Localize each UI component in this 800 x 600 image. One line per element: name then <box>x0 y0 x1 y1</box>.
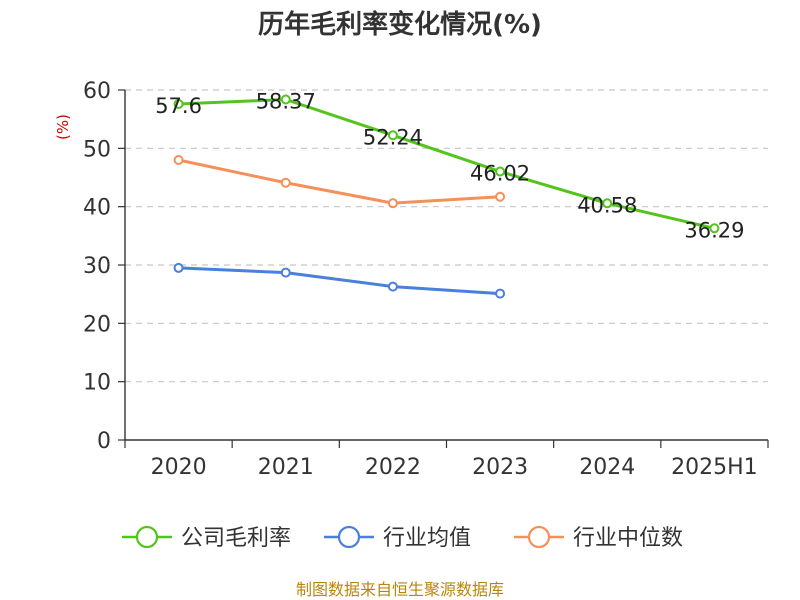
data-point[interactable] <box>495 288 506 299</box>
x-tick-label: 2024 <box>579 455 635 480</box>
x-tick-label: 2023 <box>472 455 528 480</box>
data-point[interactable] <box>387 281 398 292</box>
series-line-0 <box>178 98 715 230</box>
source-footnote: 制图数据来自恒生聚源数据库 <box>296 580 504 599</box>
x-tick-label: 2020 <box>151 455 207 480</box>
legend-marker <box>527 525 551 549</box>
legend-label: 公司毛利率 <box>181 526 291 551</box>
series-lines <box>173 94 720 299</box>
y-tick-label: 50 <box>83 137 111 162</box>
legend-label: 行业均值 <box>383 526 471 551</box>
legend-marker <box>337 525 361 549</box>
y-tick-label: 30 <box>83 254 111 279</box>
x-tick-label: 2025H1 <box>671 455 758 480</box>
data-label: 46.02 <box>470 162 530 186</box>
data-point[interactable] <box>602 198 613 209</box>
series-line-2 <box>178 158 501 205</box>
data-point[interactable] <box>387 130 398 141</box>
y-tick-label: 40 <box>83 196 111 221</box>
legend-marker <box>135 525 159 549</box>
axes: 0 10 20 30 40 50 60 2020 2021 2022 2023 2024 2025H1 <box>83 79 769 480</box>
data-point[interactable] <box>280 94 291 105</box>
data-point[interactable] <box>387 198 398 209</box>
legend-item-0[interactable]: 公司毛利率 <box>122 525 291 551</box>
data-label: 57.6 <box>155 94 202 118</box>
legend[interactable]: 公司毛利率 行业均值 行业中位数 <box>122 525 683 551</box>
data-point[interactable] <box>280 177 291 188</box>
data-point[interactable] <box>495 191 506 202</box>
legend-item-2[interactable]: 行业中位数 <box>514 525 683 551</box>
data-label: 52.24 <box>363 125 423 149</box>
data-labels: 57.6 58.37 52.24 46.02 40.58 36.29 <box>155 90 744 243</box>
y-axis-unit: (%) <box>54 114 72 140</box>
legend-item-1[interactable]: 行业均值 <box>324 525 471 551</box>
data-point[interactable] <box>280 267 291 278</box>
data-label: 58.37 <box>256 90 316 114</box>
grid-lines <box>125 89 768 383</box>
series-line-1 <box>178 266 501 296</box>
y-tick-label: 60 <box>83 79 111 104</box>
data-point[interactable] <box>173 99 184 109</box>
data-point[interactable] <box>173 155 184 165</box>
y-tick-label: 20 <box>83 312 111 337</box>
x-tick-label: 2022 <box>365 455 421 480</box>
x-tick-label: 2021 <box>258 455 314 480</box>
chart-title: 历年毛利率变化情况(%) <box>258 9 542 40</box>
data-label: 36.29 <box>684 218 744 242</box>
data-point[interactable] <box>173 262 184 273</box>
y-tick-label: 0 <box>97 429 111 454</box>
data-point[interactable] <box>495 166 506 177</box>
legend-label: 行业中位数 <box>573 526 683 551</box>
y-tick-label: 10 <box>83 371 111 396</box>
data-point[interactable] <box>709 223 720 234</box>
data-label: 40.58 <box>577 193 637 217</box>
